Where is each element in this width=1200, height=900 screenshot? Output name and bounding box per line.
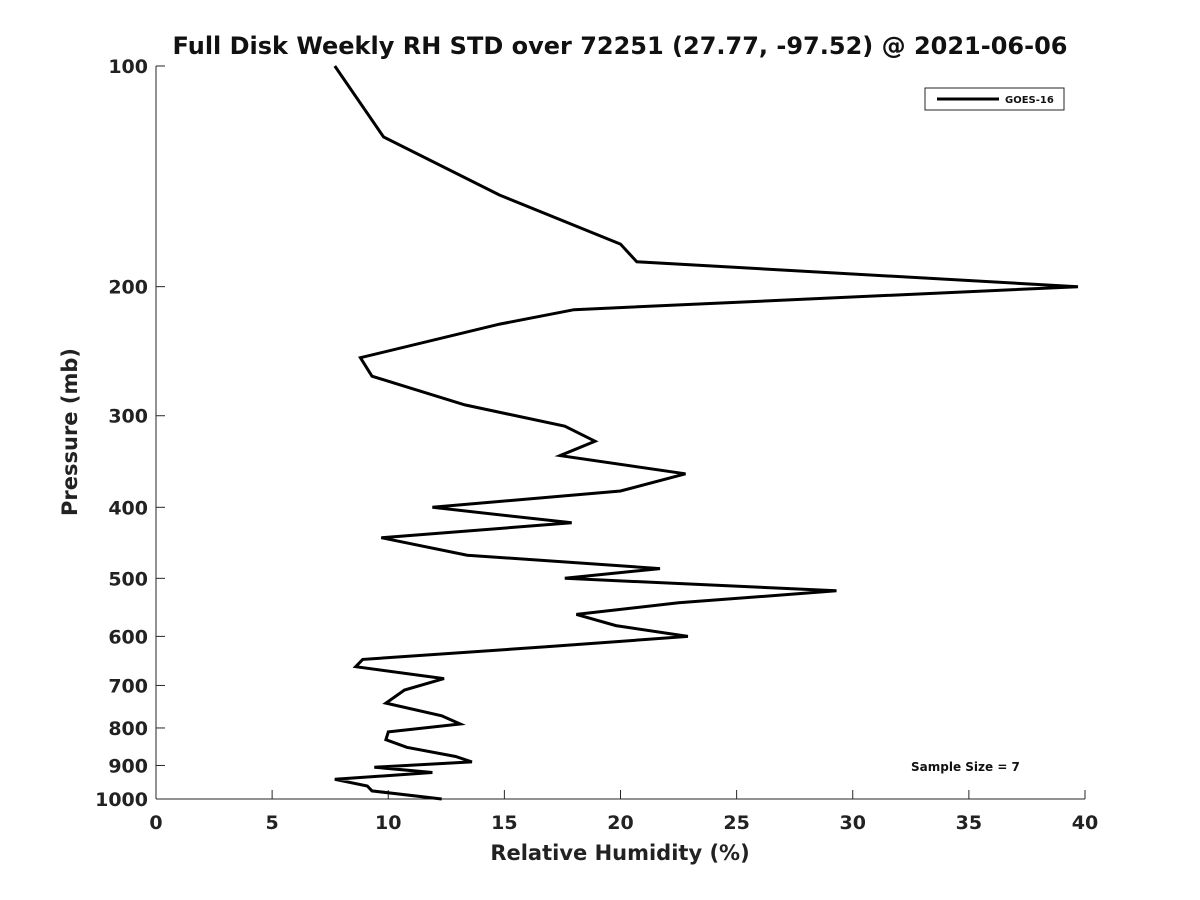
y-tick-label: 200: [108, 277, 148, 299]
y-tick-label: 500: [108, 568, 148, 590]
x-tick-label: 35: [956, 812, 982, 834]
legend-entry: GOES-16: [1005, 95, 1054, 106]
y-tick-label: 700: [108, 675, 148, 697]
y-tick-label: 600: [108, 626, 148, 648]
x-axis-label: Relative Humidity (%): [490, 841, 749, 865]
x-tick-label: 10: [375, 812, 401, 834]
y-tick-label: 900: [108, 755, 148, 777]
series-layer: [333, 65, 1079, 801]
y-tick-label: 300: [108, 406, 148, 428]
legend: GOES-16: [924, 87, 1065, 111]
x-tick-label: 5: [266, 812, 279, 834]
x-axis-ticks: 0 5 10 15 20 25 30 35 40: [149, 790, 1098, 834]
x-tick-label: 15: [491, 812, 517, 834]
y-tick-label: 800: [108, 718, 148, 740]
y-tick-label: 400: [108, 497, 148, 519]
x-tick-label: 20: [607, 812, 633, 834]
y-axis-ticks: 100 200 300 400 500 600 700 800 900 1000: [95, 56, 165, 811]
x-tick-label: 0: [149, 812, 162, 834]
chart-title: Full Disk Weekly RH STD over 72251 (27.7…: [173, 32, 1068, 60]
y-axis-label: Pressure (mb): [58, 348, 82, 516]
series-line-goes-16: [333, 65, 1079, 801]
sample-size-annotation: Sample Size = 7: [911, 760, 1020, 774]
x-tick-label: 30: [840, 812, 866, 834]
x-tick-label: 25: [723, 812, 749, 834]
y-tick-label: 1000: [95, 789, 148, 811]
x-tick-label: 40: [1072, 812, 1098, 834]
y-tick-label: 100: [108, 56, 148, 78]
